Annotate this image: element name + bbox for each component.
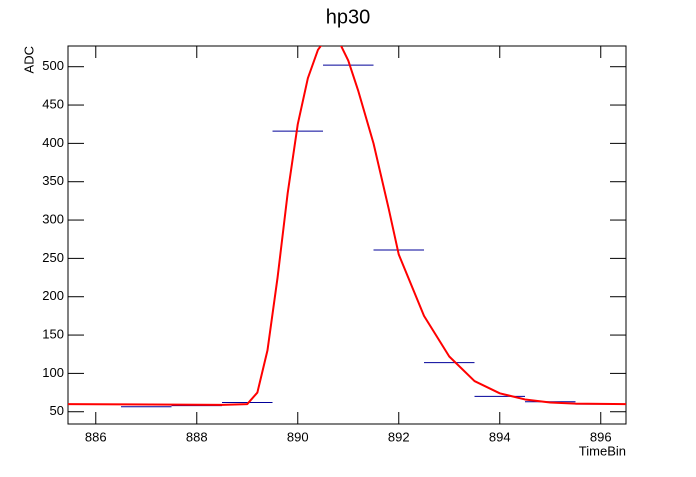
plot-frame (67, 45, 627, 425)
y-tick-label: 500 (42, 58, 64, 73)
y-axis-label: ADC (21, 46, 36, 73)
x-tick-label: 892 (388, 429, 410, 444)
plot-area (68, 46, 626, 408)
y-tick-label: 50 (50, 403, 64, 418)
y-tick-label: 250 (42, 250, 64, 265)
x-tick-label: 890 (287, 429, 309, 444)
y-tick-label: 450 (42, 96, 64, 111)
y-tick-label: 350 (42, 173, 64, 188)
y-tick-label: 150 (42, 326, 64, 341)
x-tick-label: 886 (85, 429, 107, 444)
y-tick-label: 400 (42, 135, 64, 150)
y-tick-label: 100 (42, 365, 64, 380)
chart-title: hp30 (326, 6, 371, 28)
x-tick-label: 894 (489, 429, 511, 444)
x-axis-label: TimeBin (579, 443, 626, 458)
y-tick-label: 200 (42, 288, 64, 303)
x-tick-label: 896 (590, 429, 612, 444)
y-tick-label: 300 (42, 211, 64, 226)
fit-curve (68, 46, 626, 406)
x-tick-label: 888 (186, 429, 208, 444)
